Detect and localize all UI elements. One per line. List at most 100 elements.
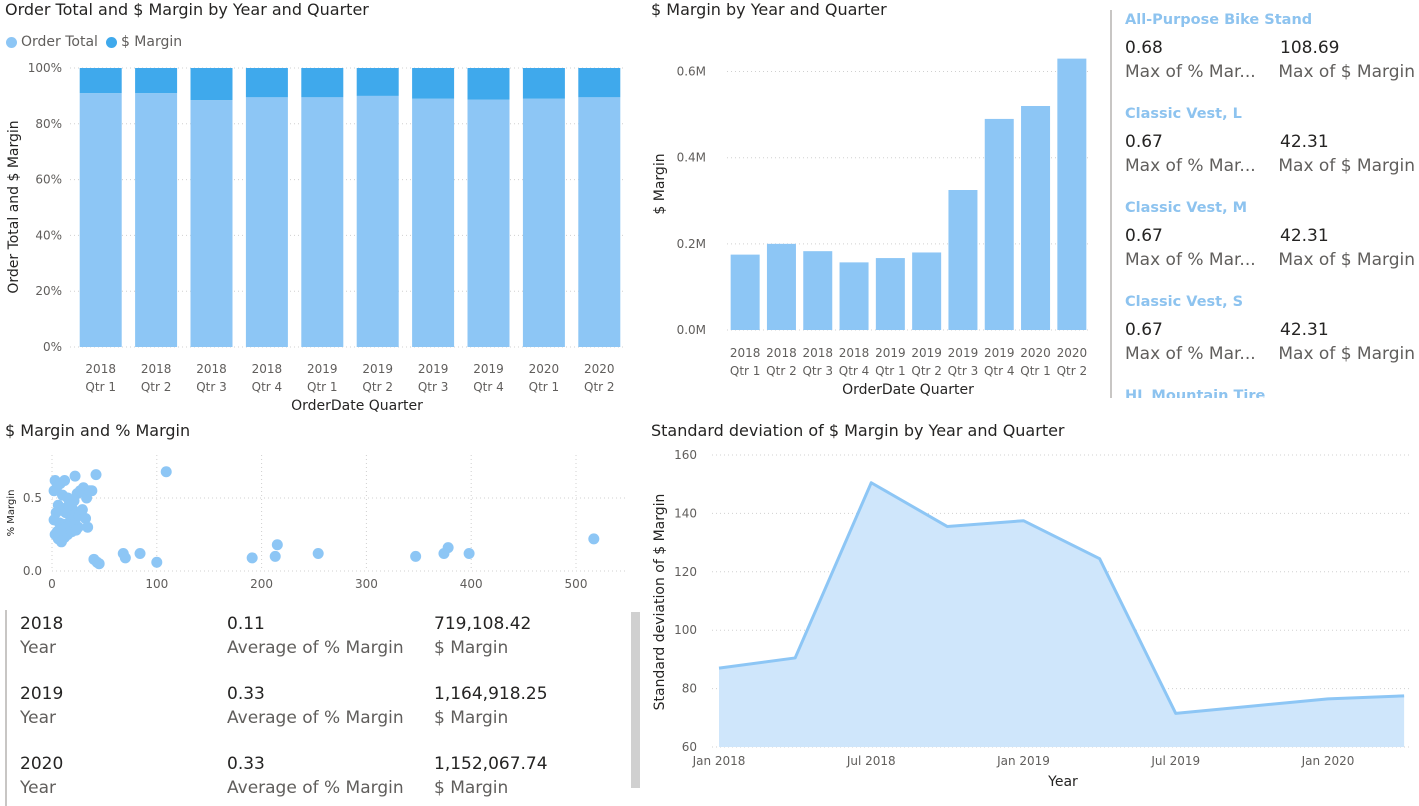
x-tick-label: Jul 2018: [846, 754, 896, 768]
scatter-point[interactable]: [269, 550, 281, 562]
scatter-point[interactable]: [93, 558, 105, 570]
max-pct-margin-value: 0.68: [1125, 38, 1163, 58]
bar-order-total[interactable]: [356, 95, 399, 348]
bar-margin[interactable]: [839, 262, 869, 330]
scatter-point[interactable]: [151, 556, 163, 568]
bar-margin[interactable]: [578, 68, 621, 98]
scatter-point[interactable]: [86, 485, 98, 497]
scatter-point[interactable]: [59, 474, 71, 486]
scatter-point[interactable]: [70, 524, 82, 536]
scatter-point[interactable]: [68, 495, 80, 507]
scatter-point[interactable]: [160, 466, 172, 478]
scatter-point[interactable]: [119, 552, 131, 564]
x-tick-label: 2019: [473, 362, 504, 376]
avg-pct-margin-value: 0.11: [227, 614, 265, 634]
bar-margin[interactable]: [1057, 58, 1087, 330]
bar-order-total[interactable]: [578, 97, 621, 347]
legend-item-margin[interactable]: $ Margin: [105, 34, 183, 50]
max-margin-label: Max of $ Margin: [1278, 344, 1415, 364]
product-card[interactable]: Classic Vest, L 0.67 42.31 Max of % Mar... M…: [1110, 104, 1415, 198]
x-tick-label: Qtr 3: [418, 380, 449, 394]
bar-order-total[interactable]: [467, 99, 510, 347]
bar-margin[interactable]: [803, 251, 833, 330]
scatter-point[interactable]: [410, 550, 422, 562]
bar-margin[interactable]: [875, 258, 905, 330]
year-value: 2020: [20, 754, 64, 774]
bar-margin[interactable]: [522, 68, 565, 99]
bar-order-total[interactable]: [301, 97, 344, 347]
scatter-point[interactable]: [463, 547, 475, 559]
bar-margin[interactable]: [356, 68, 399, 96]
max-pct-margin-label: Max of % Mar...: [1125, 250, 1256, 270]
bar-margin[interactable]: [135, 68, 178, 94]
chart4-title: Standard deviation of $ Margin by Year a…: [651, 421, 1065, 440]
bar-order-total[interactable]: [135, 93, 178, 347]
chart2-title: $ Margin by Year and Quarter: [651, 0, 887, 19]
bar-margin[interactable]: [766, 243, 796, 330]
x-tick-label: 2018: [85, 362, 116, 376]
max-pct-margin-value: 0.67: [1125, 320, 1163, 340]
year-row[interactable]: 2020 Year 0.33 Average of % Margin 1,152,067…: [5, 750, 625, 806]
year-row[interactable]: 2018 Year 0.11 Average of % Margin 719,108.4…: [5, 610, 625, 680]
bar-margin[interactable]: [412, 68, 455, 99]
scatter-point[interactable]: [80, 512, 92, 524]
bar-margin[interactable]: [730, 254, 760, 330]
scatter-point[interactable]: [442, 542, 454, 554]
x-tick-label: Qtr 4: [252, 380, 283, 394]
scatter-point[interactable]: [82, 521, 94, 533]
product-card[interactable]: Classic Vest, S 0.67 42.31 Max of % Mar... M…: [1110, 292, 1415, 386]
scatter-point[interactable]: [48, 485, 60, 497]
area-line[interactable]: [718, 481, 1405, 715]
max-margin-label: Max of $ Margin: [1278, 156, 1415, 176]
product-card[interactable]: HL Mountain Tire: [1110, 386, 1415, 398]
bar-margin[interactable]: [912, 252, 942, 330]
x-tick-label: Qtr 1: [85, 380, 116, 394]
product-card-list[interactable]: All-Purpose Bike Stand 0.68 108.69 Max of %…: [1110, 10, 1415, 398]
scatter-point[interactable]: [312, 547, 324, 559]
year-margin-table[interactable]: 2018 Year 0.11 Average of % Margin 719,108.4…: [5, 610, 625, 806]
bar-margin[interactable]: [467, 68, 510, 100]
margin-value: 1,152,067.74: [434, 754, 548, 774]
bar-margin[interactable]: [1021, 106, 1051, 330]
y-axis-title: Standard deviation of $ Margin: [652, 494, 668, 711]
bar-order-total[interactable]: [245, 97, 288, 347]
scatter-point[interactable]: [54, 524, 66, 536]
scatter-point[interactable]: [271, 539, 283, 551]
x-axis-title: Year: [1047, 774, 1078, 790]
scatter-point[interactable]: [76, 504, 88, 516]
table-scrollbar[interactable]: [631, 612, 640, 788]
legend-label: $ Margin: [120, 34, 183, 50]
bar-margin[interactable]: [245, 68, 288, 98]
legend-item-order-total[interactable]: Order Total: [6, 34, 98, 50]
bar-margin[interactable]: [984, 118, 1014, 330]
x-tick-label: 2020: [1057, 346, 1088, 360]
scatter-point[interactable]: [134, 547, 146, 559]
bar-order-total[interactable]: [412, 98, 455, 347]
x-tick-label: 2020: [1020, 346, 1051, 360]
bar-margin[interactable]: [301, 68, 344, 98]
bar-margin[interactable]: [190, 68, 233, 101]
max-margin-value: 42.31: [1280, 320, 1329, 340]
scatter-point[interactable]: [588, 533, 600, 545]
bar-order-total[interactable]: [522, 98, 565, 347]
bar-margin[interactable]: [948, 190, 978, 330]
avg-pct-margin-label: Average of % Margin: [227, 778, 404, 798]
bar-order-total[interactable]: [190, 100, 233, 348]
product-card[interactable]: Classic Vest, M 0.67 42.31 Max of % Mar... M…: [1110, 198, 1415, 292]
chart2-bar-chart: 0.0M 0.2M 0.4M 0.6M 2018 Qtr 1 2018 Qtr 2 2018 Qt…: [652, 58, 1090, 398]
scatter-point[interactable]: [90, 469, 102, 481]
year-row[interactable]: 2019 Year 0.33 Average of % Margin 1,164,918…: [5, 680, 625, 750]
x-tick-label: Jul 2019: [1150, 754, 1200, 768]
y-axis-title: % Margin: [6, 490, 17, 537]
y-tick-label: 0.2M: [677, 237, 706, 251]
scatter-point[interactable]: [69, 470, 81, 482]
bar-order-total[interactable]: [79, 93, 122, 347]
y-tick-label: 160: [674, 448, 697, 462]
y-tick-label: 60: [682, 740, 697, 754]
product-name: Classic Vest, M: [1125, 200, 1248, 216]
x-tick-label: Qtr 4: [839, 364, 870, 378]
scatter-point[interactable]: [246, 552, 258, 564]
bar-margin[interactable]: [79, 68, 122, 94]
product-card[interactable]: All-Purpose Bike Stand 0.68 108.69 Max of %…: [1110, 10, 1415, 104]
y-tick-label: 20%: [35, 284, 62, 298]
